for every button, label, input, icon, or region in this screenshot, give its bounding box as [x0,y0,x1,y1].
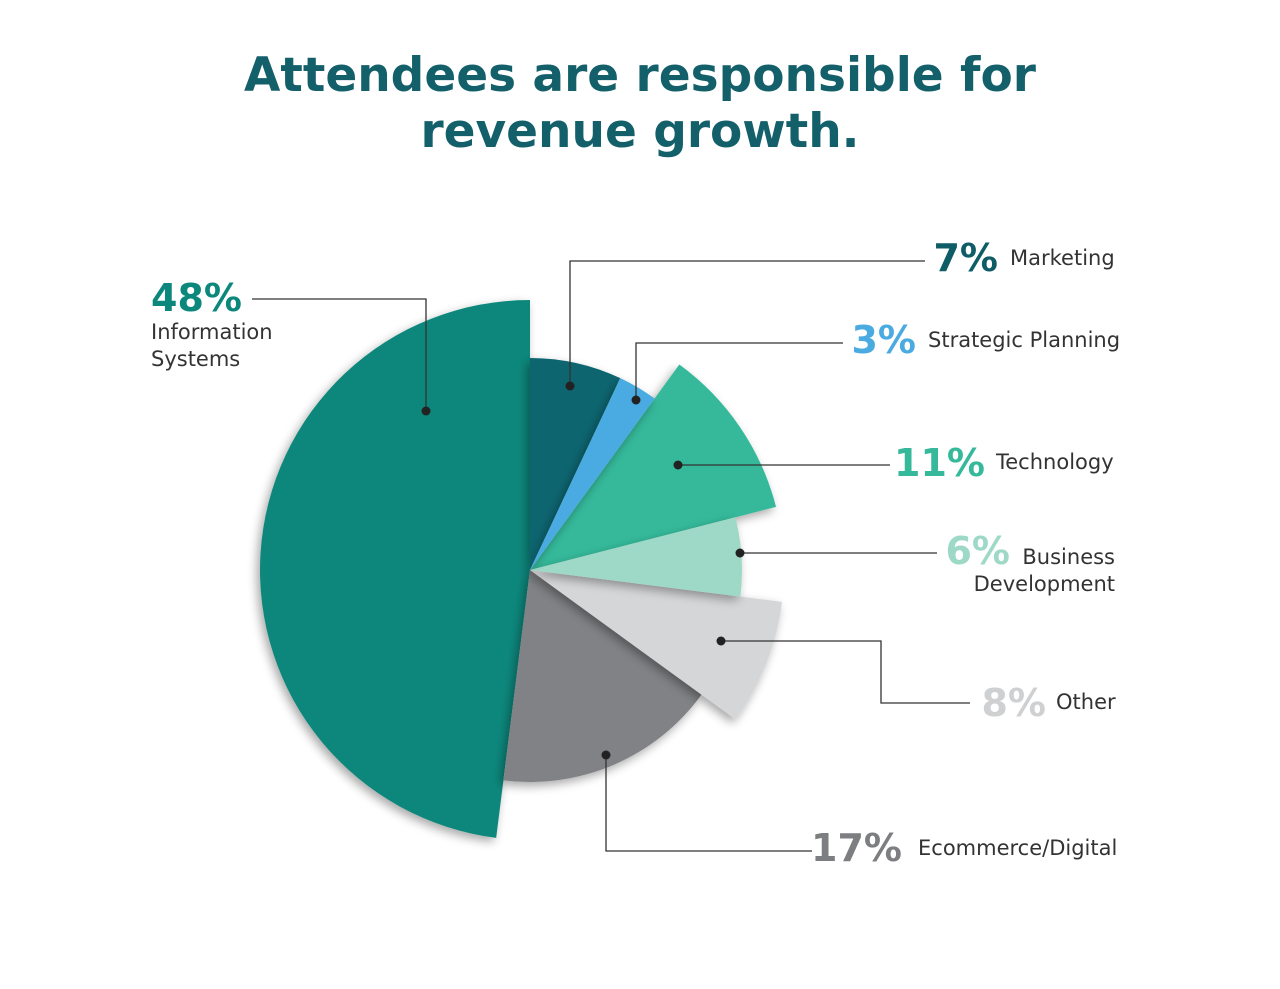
pie-slice-marketing [530,358,621,570]
category-label-information-systems-line-2: Systems [151,347,240,371]
leader-line-other [721,640,970,704]
value-label-ecommerce-digital: 17% [811,826,902,870]
pie-slice-information-systems [260,300,530,838]
leader-dot-information-systems [421,406,431,416]
category-label-technology: Technology [995,450,1114,474]
leader-line-marketing [569,260,925,386]
leader-lines [252,260,970,852]
leader-dot-business-development [735,548,745,558]
chart-title-line-2: revenue growth. [420,104,860,159]
category-label-strategic-planning: Strategic Planning [928,328,1120,352]
leader-dot-technology [673,460,683,470]
leader-dot-strategic-planning [631,395,641,405]
pie-slice-ecommerce-digital [503,570,702,783]
value-label-other: 8% [981,681,1046,725]
leader-line-strategic-planning [635,342,843,400]
value-label-technology: 11% [894,441,985,485]
category-label-marketing: Marketing [1010,246,1115,270]
category-label-business-development-line-1: Business [1022,545,1115,569]
leader-dot-other [716,636,726,646]
leader-dot-marketing [565,381,575,391]
pie-slice-strategic-planning [530,378,655,570]
pie-slice-business-development [530,517,743,597]
value-label-marketing: 7% [933,236,998,280]
category-label-business-development-line-2: Development [974,572,1115,596]
value-label-strategic-planning: 3% [851,318,916,362]
slice-labels: 7% Marketing 3% Strategic Planning 11% Techno… [151,236,1120,870]
pie-slices [260,300,782,838]
chart-title: Attendees are responsible for revenue gr… [0,48,1280,160]
leader-line-ecommerce-digital [605,755,812,852]
pie-slice-technology [530,364,777,570]
value-label-information-systems: 48% [151,276,242,320]
category-label-other: Other [1056,690,1116,714]
chart-title-line-1: Attendees are responsible for [244,48,1036,103]
value-label-business-development: 6% [945,529,1010,573]
leader-line-information-systems [252,298,427,411]
leader-dot-ecommerce-digital [601,750,611,760]
category-label-information-systems-line-1: Information [151,320,273,344]
category-label-ecommerce-digital: Ecommerce/Digital [918,836,1117,860]
pie-slice-other [530,570,782,720]
